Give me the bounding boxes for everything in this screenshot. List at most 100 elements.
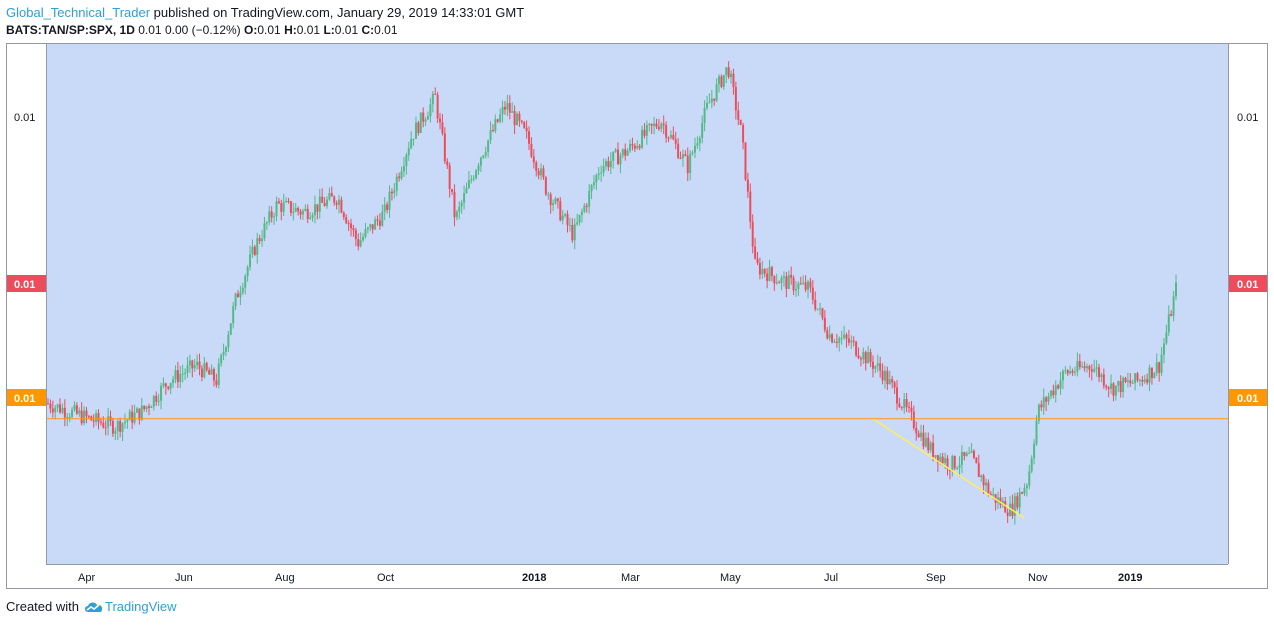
- candle-down: [936, 455, 939, 463]
- candle-down: [999, 497, 1002, 505]
- candle-up: [414, 122, 417, 139]
- candle-up: [263, 223, 266, 239]
- candle-down: [790, 274, 793, 278]
- candle-down: [306, 208, 309, 219]
- candle-down: [953, 455, 956, 469]
- candle-down: [528, 131, 531, 144]
- candle-down: [826, 330, 829, 339]
- candle-down: [518, 113, 521, 121]
- candle-up: [614, 149, 617, 152]
- candle-down: [758, 263, 761, 275]
- x-tick-label: Apr: [78, 572, 95, 584]
- candle-up: [107, 416, 110, 428]
- candle-up: [196, 361, 199, 366]
- candle-up: [653, 123, 656, 126]
- candle-up: [366, 227, 369, 230]
- candle-up: [1037, 404, 1040, 421]
- candle-down: [212, 369, 215, 381]
- candle-up: [965, 453, 968, 457]
- tradingview-brand-text: TradingView: [104, 599, 177, 614]
- candle-down: [1129, 380, 1132, 384]
- candle-down: [1045, 397, 1048, 402]
- candle-up: [602, 166, 605, 173]
- candle-down: [900, 407, 903, 409]
- trend-line[interactable]: [872, 418, 1025, 519]
- candle-up: [1033, 443, 1036, 459]
- candle-down: [811, 287, 814, 300]
- candle-down: [975, 457, 978, 464]
- candle-up: [1042, 397, 1045, 408]
- candle-down: [751, 221, 754, 247]
- candle-up: [61, 407, 64, 413]
- candle-up: [463, 193, 466, 203]
- candle-down: [879, 363, 882, 371]
- candle-down: [138, 408, 141, 420]
- candle-up: [116, 420, 119, 432]
- candle-down: [439, 118, 442, 123]
- candle-down: [97, 413, 100, 422]
- candle-up: [968, 452, 971, 454]
- candle-down: [390, 191, 393, 194]
- candle-down: [754, 246, 757, 259]
- candle-down: [734, 87, 737, 111]
- candle-up: [256, 238, 259, 255]
- candle-down: [1119, 381, 1122, 393]
- candle-up: [374, 219, 377, 230]
- candle-up: [689, 153, 692, 174]
- candle-up: [843, 334, 846, 338]
- candle-up: [1001, 500, 1004, 505]
- candle-up: [126, 420, 129, 422]
- candle-up: [718, 76, 721, 85]
- candle-down: [258, 238, 261, 242]
- candle-down: [686, 155, 689, 174]
- candle-up: [193, 365, 196, 369]
- candle-up: [1126, 380, 1129, 382]
- candle-down: [667, 137, 670, 139]
- candle-up: [407, 148, 410, 156]
- candle-up: [292, 211, 295, 213]
- candle-up: [951, 455, 954, 472]
- tradingview-brand-link[interactable]: TradingView: [83, 599, 177, 615]
- candle-up: [1138, 379, 1141, 381]
- candle-up: [1093, 368, 1096, 372]
- candle-down: [1141, 379, 1144, 382]
- candle-down: [542, 168, 545, 178]
- candle-up: [174, 370, 177, 380]
- candle-up: [819, 308, 822, 310]
- candle-up: [540, 168, 543, 176]
- open-label: O:: [244, 23, 258, 37]
- candle-down: [713, 98, 716, 101]
- candle-down: [530, 143, 533, 157]
- candle-up: [797, 283, 800, 290]
- candle-up: [573, 224, 576, 241]
- candle-down: [643, 129, 646, 136]
- candle-down: [215, 380, 218, 385]
- last-price-badge-right-text: 0.01: [1237, 279, 1258, 291]
- candle-down: [323, 202, 326, 207]
- candle-up: [268, 211, 271, 223]
- candle-down: [51, 408, 54, 413]
- candle-up: [145, 406, 148, 409]
- candle-up: [782, 276, 785, 278]
- author-link[interactable]: Global_Technical_Trader: [6, 5, 151, 20]
- candle-up: [1122, 377, 1125, 393]
- candle-down: [912, 411, 915, 428]
- candle-down: [333, 196, 336, 203]
- footer: Created with TradingView: [6, 599, 177, 615]
- candle-up: [427, 116, 430, 120]
- candle-down: [893, 382, 896, 388]
- candle-down: [85, 410, 88, 417]
- candle-up: [706, 102, 709, 109]
- candle-up: [775, 282, 778, 284]
- candle-up: [698, 138, 701, 144]
- candle-up: [484, 152, 487, 156]
- candle-up: [405, 155, 408, 166]
- candle-down: [342, 212, 345, 218]
- candle-down: [742, 124, 745, 143]
- candle-up: [400, 171, 403, 179]
- candle-up: [150, 406, 153, 408]
- candle-down: [922, 432, 925, 447]
- candle-up: [636, 145, 639, 149]
- candle-down: [756, 258, 759, 264]
